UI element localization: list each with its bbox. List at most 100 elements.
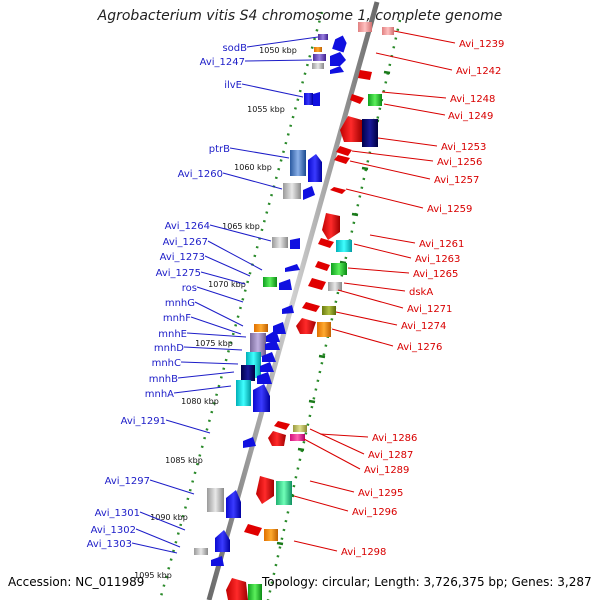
- gene-label-left: Avi_1297: [105, 476, 150, 487]
- gene-arrow-blue: [253, 384, 270, 412]
- gene-arrow-blue: [243, 437, 256, 448]
- gene-arrow-blue: [308, 154, 322, 182]
- gene-olive: [322, 306, 336, 315]
- accession-text: Accession: NC_011989: [8, 575, 145, 589]
- gene-arrow-red: [244, 524, 262, 536]
- gene-arrow-blue: [332, 35, 347, 53]
- gene-label-right: Avi_1265: [413, 269, 458, 280]
- gene-label-left: Avi_1247: [200, 57, 245, 68]
- gene-purple: [318, 34, 328, 40]
- gene-label-right: Avi_1296: [352, 507, 397, 518]
- gene-label-left: ilvE: [224, 80, 242, 91]
- gene-steel: [290, 150, 306, 176]
- gene-label-right: Avi_1289: [364, 465, 409, 476]
- left-gene-labels: sodB Avi_1247 ilvE ptrB Avi_1260 Avi_126…: [87, 36, 319, 554]
- gene-purple: [313, 54, 326, 61]
- gene-label-right: Avi_1276: [397, 342, 442, 353]
- gene-label-left: ros: [182, 283, 197, 294]
- gene-arrow-blue: [262, 352, 276, 362]
- kbp-label: 1055 kbp: [247, 105, 285, 114]
- gene-label-right: Avi_1239: [459, 39, 504, 50]
- gene-cyan: [236, 380, 251, 406]
- gene-gray: [207, 488, 224, 512]
- gene-blue: [304, 93, 313, 105]
- gene-arrow-blue: [215, 530, 230, 552]
- gene-arrow-red: [334, 155, 350, 164]
- gene-label-left: Avi_1273: [160, 252, 205, 263]
- gene-label-left: Avi_1291: [121, 416, 166, 427]
- forward-genes: [194, 34, 347, 566]
- genome-stats-text: Topology: circular; Length: 3,726,375 bp…: [262, 575, 592, 589]
- gene-pink: [290, 434, 305, 441]
- kbp-label: 1080 kbp: [181, 397, 219, 406]
- gene-arrow-blue: [265, 340, 280, 350]
- gene-mauve: [250, 333, 266, 357]
- gene-label-left: sodB: [222, 43, 247, 54]
- gene-label-right: Avi_1274: [401, 321, 446, 332]
- kbp-label: 1075 kbp: [195, 339, 233, 348]
- gene-label-right: Avi_1295: [358, 488, 403, 499]
- gene-label-right: Avi_1298: [341, 547, 386, 558]
- gene-arrow-red: [330, 187, 346, 194]
- gene-arrow-blue: [290, 238, 300, 249]
- gene-arrow-red: [358, 70, 372, 80]
- gene-label-left: mnhB: [149, 374, 178, 385]
- gene-label-right: Avi_1249: [448, 111, 493, 122]
- gene-arrow-blue: [226, 490, 241, 518]
- gene-label-right: Avi_1242: [456, 66, 501, 77]
- gene-label-left: Avi_1264: [165, 221, 210, 232]
- kbp-label: 1070 kbp: [208, 280, 246, 289]
- gene-label-left: mnhG: [165, 298, 195, 309]
- kbp-scale: 1050 kbp 1055 kbp 1060 kbp 1065 kbp 1070…: [134, 46, 297, 580]
- gene-arrow-red: [336, 146, 352, 156]
- gene-orange: [314, 47, 322, 52]
- gene-navy: [241, 365, 255, 381]
- gene-label-right: Avi_1256: [437, 157, 482, 168]
- gene-label-right: Avi_1253: [441, 142, 486, 153]
- gene-gray: [272, 237, 288, 248]
- gene-green: [263, 277, 277, 287]
- gene-arrow-blue: [285, 264, 300, 272]
- gene-green: [331, 263, 347, 275]
- gene-label-right: Avi_1259: [427, 204, 472, 215]
- kbp-label: 1085 kbp: [165, 456, 203, 465]
- gene-gray: [328, 282, 342, 291]
- gene-mint: [276, 481, 292, 505]
- gene-arrow-blue: [257, 372, 272, 384]
- gene-gray: [312, 63, 324, 69]
- kbp-label: 1090 kbp: [150, 513, 188, 522]
- gene-orange: [254, 324, 268, 332]
- gene-arrow-red: [350, 94, 364, 104]
- gene-cyan: [336, 240, 352, 252]
- gene-label-left: mnhC: [152, 358, 181, 369]
- gene-green: [368, 94, 382, 106]
- gene-label-left: Avi_1267: [163, 237, 208, 248]
- gene-label-left: Avi_1301: [95, 508, 140, 519]
- gene-arrow-red: [340, 116, 362, 142]
- kbp-label: 1065 kbp: [222, 222, 260, 231]
- gene-arrow-blue: [260, 362, 274, 372]
- gene-label-right: Avi_1248: [450, 94, 495, 105]
- gene-label-left: mnhD: [154, 343, 184, 354]
- gene-arrow-blue: [330, 66, 344, 74]
- gene-arrow-red: [256, 476, 274, 504]
- gene-arrow-red: [308, 278, 326, 290]
- right-gene-labels: Avi_1239 Avi_1242 Avi_1248 Avi_1249 Avi_…: [293, 30, 504, 558]
- map-title: Agrobacterium vitis S4 chromosome 1, com…: [97, 8, 503, 24]
- gene-arrow-blue: [330, 52, 346, 66]
- gene-arrow-blue: [313, 92, 320, 106]
- reverse-genes: [226, 22, 394, 600]
- gene-label-right: Avi_1261: [419, 239, 464, 250]
- gene-arrow-blue: [282, 305, 294, 314]
- gene-arrow-red: [318, 238, 334, 248]
- gene-arrow-blue: [266, 330, 280, 342]
- gene-arrow-red: [322, 213, 340, 240]
- gene-label-right: Avi_1271: [407, 304, 452, 315]
- gene-arrow-red: [274, 421, 290, 430]
- gene-arrow-blue: [303, 186, 315, 200]
- gene-label-left: mnhE: [158, 329, 187, 340]
- kbp-label: 1050 kbp: [259, 46, 297, 55]
- gene-orange: [264, 529, 278, 541]
- gene-label-right: dskA: [409, 287, 433, 298]
